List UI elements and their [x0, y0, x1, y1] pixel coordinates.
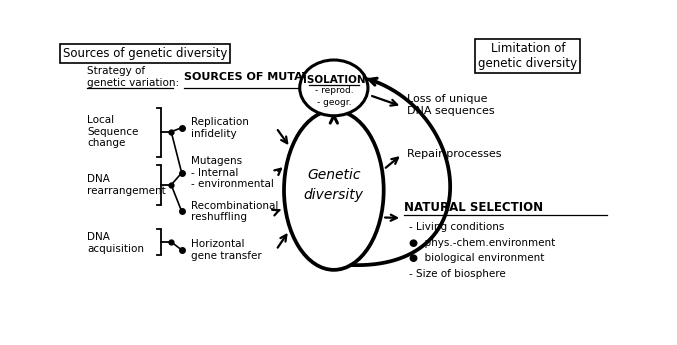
Text: Horizontal
gene transfer: Horizontal gene transfer — [191, 239, 262, 261]
Text: Local
Sequence
change: Local Sequence change — [87, 115, 139, 148]
Text: ISOLATION: ISOLATION — [303, 76, 365, 86]
Text: Mutagens
- Internal
- environmental: Mutagens - Internal - environmental — [191, 156, 274, 189]
Text: DNA
rearrangement: DNA rearrangement — [87, 174, 166, 196]
Text: Recombinational
reshuffling: Recombinational reshuffling — [191, 200, 278, 222]
Text: ●  biological environment: ● biological environment — [409, 253, 544, 263]
Text: NATURAL SELECTION: NATURAL SELECTION — [403, 201, 543, 214]
Text: DNA
acquisition: DNA acquisition — [87, 233, 144, 254]
Text: Limitation of
genetic diversity: Limitation of genetic diversity — [479, 42, 577, 70]
Text: Replication
infidelity: Replication infidelity — [191, 117, 249, 139]
Text: ●  phys.-chem.environment: ● phys.-chem.environment — [409, 238, 555, 248]
Text: - Living conditions: - Living conditions — [409, 223, 504, 232]
Text: SOURCES OF MUTATION:: SOURCES OF MUTATION: — [184, 72, 337, 82]
Text: Genetic
diversity: Genetic diversity — [304, 168, 364, 201]
Ellipse shape — [300, 60, 368, 116]
Text: Repair processes: Repair processes — [408, 149, 502, 159]
Text: Sources of genetic diversity: Sources of genetic diversity — [63, 47, 227, 60]
Text: - reprod.
- geogr.: - reprod. - geogr. — [315, 86, 353, 107]
Text: Strategy of
genetic variation:: Strategy of genetic variation: — [87, 66, 179, 88]
Text: Loss of unique
DNA sequences: Loss of unique DNA sequences — [408, 94, 495, 116]
Text: - Size of biosphere: - Size of biosphere — [409, 268, 506, 278]
